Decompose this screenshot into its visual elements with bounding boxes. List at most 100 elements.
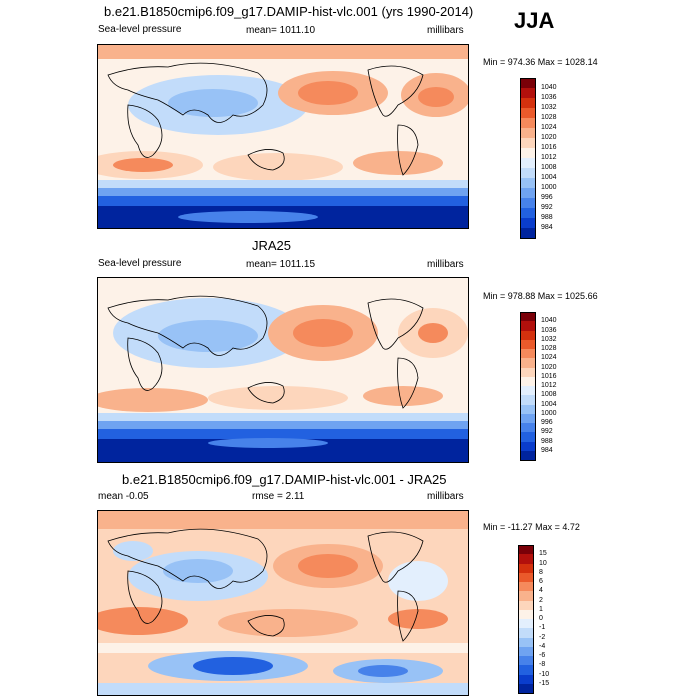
colorbar-tick-label: 15 (539, 550, 547, 558)
colorbar-tick-label: 988 (541, 437, 553, 445)
colorbar-tick-label: 996 (541, 194, 553, 201)
variable-label: Sea-level pressure (98, 24, 182, 35)
colorbar-tick-label: 6 (539, 578, 543, 585)
colorbar-swatch (518, 628, 534, 638)
slp-map (97, 277, 469, 463)
colorbar-swatch (520, 218, 536, 229)
colorbar-tick-label: -1 (539, 624, 546, 632)
colorbar-tick-label: 1016 (541, 372, 557, 380)
colorbar-swatch (520, 158, 536, 169)
colorbar-tick-label: 1032 (541, 335, 557, 343)
mean-label: mean= 1011.10 (246, 25, 316, 36)
colorbar-tick-label: 1024 (541, 124, 557, 131)
colorbar-swatch (518, 619, 534, 629)
colorbar-swatch (520, 208, 536, 219)
colorbar-swatch (520, 168, 536, 179)
colorbar-swatch (518, 545, 534, 555)
colorbar-swatch (520, 148, 536, 159)
colorbar-swatch (520, 358, 536, 368)
colorbar: 1040 1036 1032 1028 1024 1020 1016 1012 1008 1004… (520, 78, 580, 239)
colorbar-tick-label: -10 (539, 670, 550, 678)
colorbar-swatch (520, 88, 536, 99)
colorbar-tick-label: 1000 (541, 409, 557, 417)
colorbar-tick-label: 988 (541, 214, 553, 221)
colorbar-tick-label: 0 (539, 615, 543, 622)
colorbar-swatch (520, 376, 536, 387)
units-label: millibars (427, 25, 464, 36)
mean-label: mean= 1011.15 (246, 259, 316, 270)
colorbar-swatch (520, 118, 536, 129)
colorbar-tick-label: 1004 (541, 400, 557, 408)
panel-title: b.e21.B1850cmip6.f09_g17.DAMIP-hist-vlc.… (122, 472, 447, 487)
colorbar-swatch (518, 600, 534, 611)
colorbar-swatch (520, 178, 536, 189)
panel-title: b.e21.B1850cmip6.f09_g17.DAMIP-hist-vlc.… (104, 4, 474, 19)
colorbar-tick-label: 1036 (541, 94, 557, 101)
colorbar-swatch (520, 321, 536, 331)
colorbar-swatch (518, 656, 534, 666)
colorbar-swatch (518, 572, 534, 583)
colorbar-tick-label: -2 (539, 633, 546, 641)
colorbar-swatch (520, 312, 536, 322)
colorbar-tick-label: 1012 (541, 382, 557, 389)
min-max-label: Min = -11.27 Max = 4.72 (483, 522, 580, 532)
colorbar-swatch (520, 432, 536, 442)
colorbar-swatch (518, 646, 534, 657)
colorbar-swatch (520, 78, 536, 89)
colorbar-swatch (520, 413, 536, 424)
colorbar-tick-label: 992 (541, 204, 553, 211)
colorbar-tick-label: 1000 (541, 184, 557, 191)
season-label: JJA (514, 8, 555, 33)
colorbar-tick-label: 1040 (541, 317, 557, 325)
colorbar-swatch (520, 330, 536, 341)
colorbar-swatch (518, 591, 534, 601)
colorbar-tick-label: -15 (539, 679, 550, 687)
colorbar: 1040 1036 1032 1028 1024 1020 1016 1012 1008 1004… (520, 312, 580, 461)
units-label: millibars (427, 491, 464, 502)
variable-label: Sea-level pressure (98, 258, 182, 269)
colorbar-swatch (518, 554, 534, 564)
colorbar-tick-label: 984 (541, 224, 553, 231)
colorbar-tick-label: 1020 (541, 363, 557, 371)
colorbar-tick-label: 984 (541, 446, 553, 454)
colorbar-swatch (520, 198, 536, 209)
colorbar-swatch (520, 423, 536, 433)
colorbar-swatch (518, 609, 534, 620)
colorbar-swatch (518, 665, 534, 675)
colorbar-tick-label: 1032 (541, 104, 557, 111)
colorbar-tick-label: 1020 (541, 134, 557, 141)
colorbar-tick-label: 1024 (541, 354, 557, 362)
difference-map (97, 510, 469, 696)
colorbar-tick-label: 1004 (541, 174, 557, 181)
slp-map (97, 44, 469, 229)
colorbar-swatch (518, 563, 534, 574)
min-max-label: Min = 978.88 Max = 1025.66 (483, 291, 598, 301)
colorbar-swatch (520, 138, 536, 149)
colorbar-swatch (520, 339, 536, 350)
colorbar-tick-label: 10 (539, 559, 547, 567)
colorbar-swatch (520, 228, 536, 239)
colorbar-tick-label: 996 (541, 419, 553, 426)
mean-label: mean -0.05 (98, 491, 149, 502)
colorbar-tick-label: 1028 (541, 114, 557, 121)
colorbar-tick-label: 1012 (541, 154, 557, 161)
colorbar: 15 10 8 6 4 2 1 0 -1 -2 -4 -6 -8 -10 -15 (518, 545, 578, 694)
colorbar-tick-label: 992 (541, 428, 553, 436)
colorbar-swatch (520, 108, 536, 119)
units-label: millibars (427, 259, 464, 270)
colorbar-tick-label: 2 (539, 596, 543, 604)
colorbar-swatch (520, 386, 536, 396)
colorbar-swatch (520, 128, 536, 139)
colorbar-swatch (520, 450, 536, 461)
colorbar-tick-label: 1016 (541, 144, 557, 151)
colorbar-swatch (520, 98, 536, 109)
colorbar-swatch (518, 637, 534, 648)
min-max-label: Min = 974.36 Max = 1028.14 (483, 57, 598, 67)
colorbar-tick-label: 4 (539, 587, 543, 595)
colorbar-swatch (520, 404, 536, 415)
colorbar-tick-label: -6 (539, 652, 546, 659)
colorbar-swatch (518, 674, 534, 685)
rmse-label: rmse = 2.11 (252, 491, 305, 502)
colorbar-swatch (520, 441, 536, 452)
colorbar-tick-label: -4 (539, 642, 546, 650)
